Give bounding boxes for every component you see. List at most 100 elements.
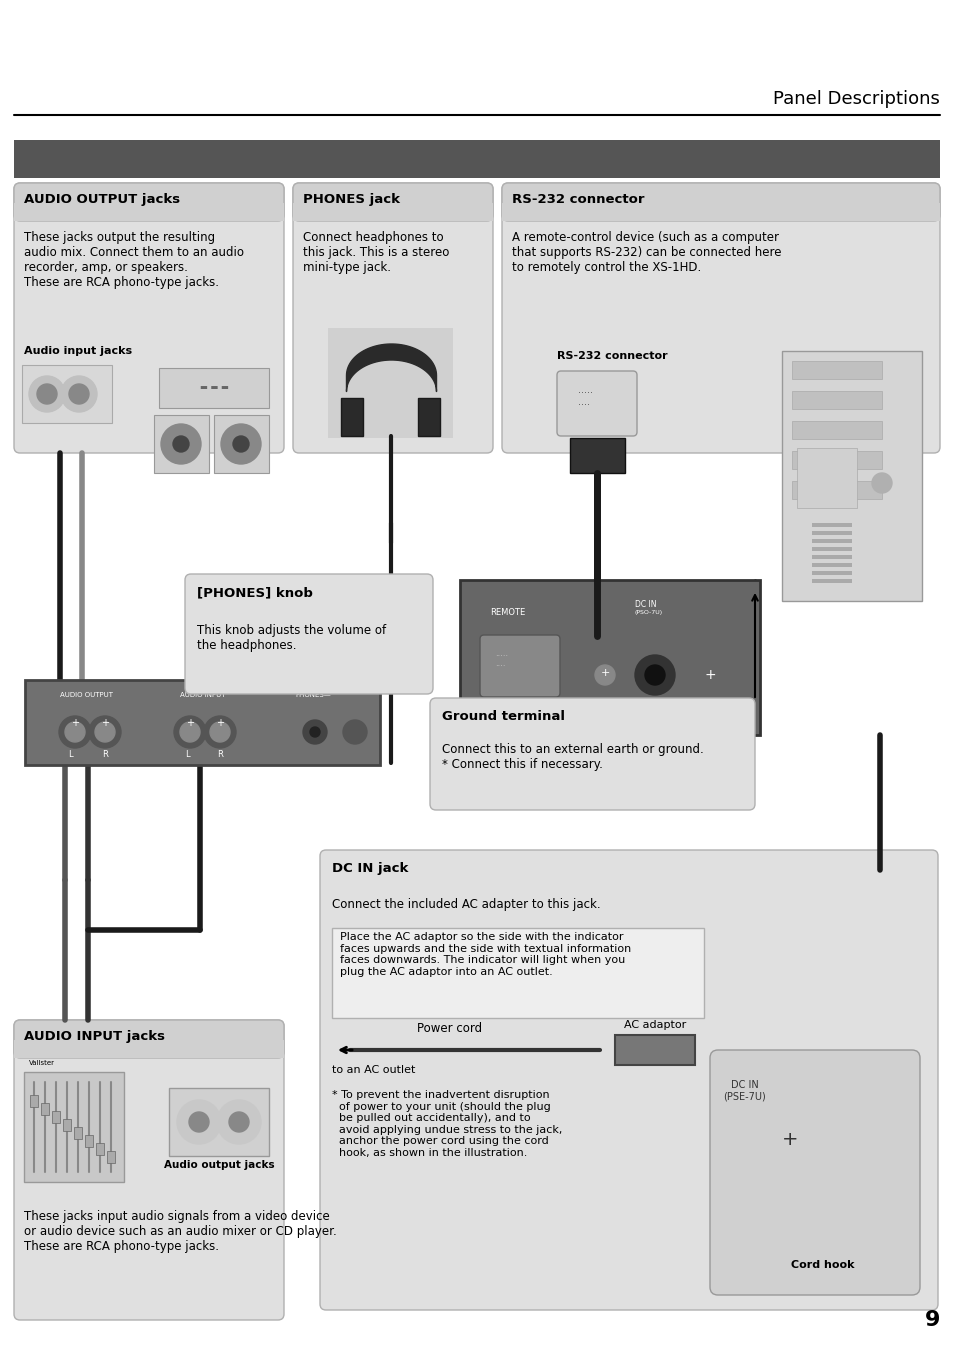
Text: A remote-control device (such as a computer
that supports RS-232) can be connect: A remote-control device (such as a compu… [512,232,781,274]
Bar [293,203,493,221]
Text: +: + [186,718,193,728]
Circle shape [189,1112,209,1132]
Circle shape [233,436,249,452]
FancyBboxPatch shape [709,1049,919,1294]
Bar [811,563,851,567]
Bar [811,555,851,559]
Bar [169,1089,269,1156]
Bar [811,580,851,584]
Bar [791,421,882,439]
Circle shape [180,722,200,742]
FancyBboxPatch shape [501,183,939,454]
Circle shape [89,716,121,747]
FancyBboxPatch shape [557,371,637,436]
Text: AC adaptor: AC adaptor [623,1020,685,1030]
Circle shape [37,385,57,403]
FancyBboxPatch shape [14,183,284,454]
Circle shape [65,722,85,742]
Bar [459,580,760,735]
Circle shape [173,716,206,747]
Circle shape [172,436,189,452]
Text: Connect the included AC adapter to this jack.: Connect the included AC adapter to this … [332,898,600,911]
Circle shape [177,1099,221,1144]
Circle shape [871,473,891,493]
Text: [PHONES] knob: [PHONES] knob [196,586,313,598]
Bar [781,351,921,601]
Bar [14,203,284,221]
Text: ·····
····: ····· ···· [578,389,593,410]
Text: DC IN jack: DC IN jack [332,862,408,875]
Text: AUDIO INPUT jacks: AUDIO INPUT jacks [24,1030,165,1043]
FancyBboxPatch shape [14,1020,284,1057]
Circle shape [310,727,319,737]
Circle shape [221,424,261,464]
Circle shape [216,1099,261,1144]
Text: * To prevent the inadvertent disruption
  of power to your unit (should the plug: * To prevent the inadvertent disruption … [332,1090,561,1158]
FancyBboxPatch shape [185,574,433,695]
Bar [328,328,453,437]
Text: ·····
····: ····· ···· [495,653,508,672]
Text: ▬ ▬ ▬: ▬ ▬ ▬ [199,383,228,393]
Text: DC IN
(PSE-7U): DC IN (PSE-7U) [723,1080,765,1102]
Bar [22,366,112,422]
Text: Power cord: Power cord [417,1022,482,1034]
Bar [213,414,269,473]
FancyBboxPatch shape [14,183,284,221]
Text: Cord hook: Cord hook [791,1261,854,1270]
Bar [41,1104,49,1114]
Text: DC IN: DC IN [635,600,656,609]
Circle shape [29,376,65,412]
Bar [85,1135,92,1147]
Circle shape [95,722,115,742]
Bar [811,523,851,527]
Text: +: + [215,718,224,728]
Text: Audio output jacks: Audio output jacks [164,1160,274,1170]
Bar [96,1143,104,1155]
Text: +: + [101,718,109,728]
Text: These jacks output the resulting
audio mix. Connect them to an audio
recorder, a: These jacks output the resulting audio m… [24,232,244,288]
Circle shape [343,720,367,743]
Circle shape [59,716,91,747]
Text: to an AC outlet: to an AC outlet [332,1066,415,1075]
Bar [14,139,939,177]
Text: Vallster: Vallster [29,1060,55,1066]
Text: AUDIO INPUT: AUDIO INPUT [180,692,225,699]
Bar [811,571,851,575]
Circle shape [69,385,89,403]
Bar [25,680,379,765]
Bar [14,1040,284,1057]
Bar [30,1095,38,1108]
Bar [24,1072,124,1182]
Text: +: + [71,718,79,728]
Bar [107,1151,115,1163]
FancyBboxPatch shape [430,699,754,810]
Circle shape [595,665,615,685]
Text: Audio input jacks: Audio input jacks [24,347,132,356]
Bar [811,539,851,543]
Bar [791,362,882,379]
Text: RS-232 connector: RS-232 connector [557,351,667,362]
Text: RS-232 connector: RS-232 connector [512,194,644,206]
Text: L: L [185,750,189,760]
Text: Panel Descriptions: Panel Descriptions [772,89,939,108]
Text: R: R [102,750,108,760]
Text: AUDIO OUTPUT: AUDIO OUTPUT [60,692,112,699]
Circle shape [204,716,235,747]
Text: PHONES—: PHONES— [294,692,331,699]
Text: Connect headphones to
this jack. This is a stereo
mini-type jack.: Connect headphones to this jack. This is… [303,232,449,274]
Text: PHONES jack: PHONES jack [303,194,399,206]
Text: Ground terminal: Ground terminal [441,709,564,723]
Circle shape [61,376,97,412]
Bar [153,414,209,473]
Text: +: + [703,668,715,682]
Bar [796,448,856,508]
Text: 9: 9 [923,1311,939,1330]
Circle shape [229,1112,249,1132]
Bar [791,481,882,500]
Bar [159,368,269,408]
Bar [52,1112,60,1122]
Text: (PSO-7U): (PSO-7U) [635,611,662,615]
Bar [417,398,439,436]
Circle shape [161,424,201,464]
Text: +: + [781,1131,798,1150]
